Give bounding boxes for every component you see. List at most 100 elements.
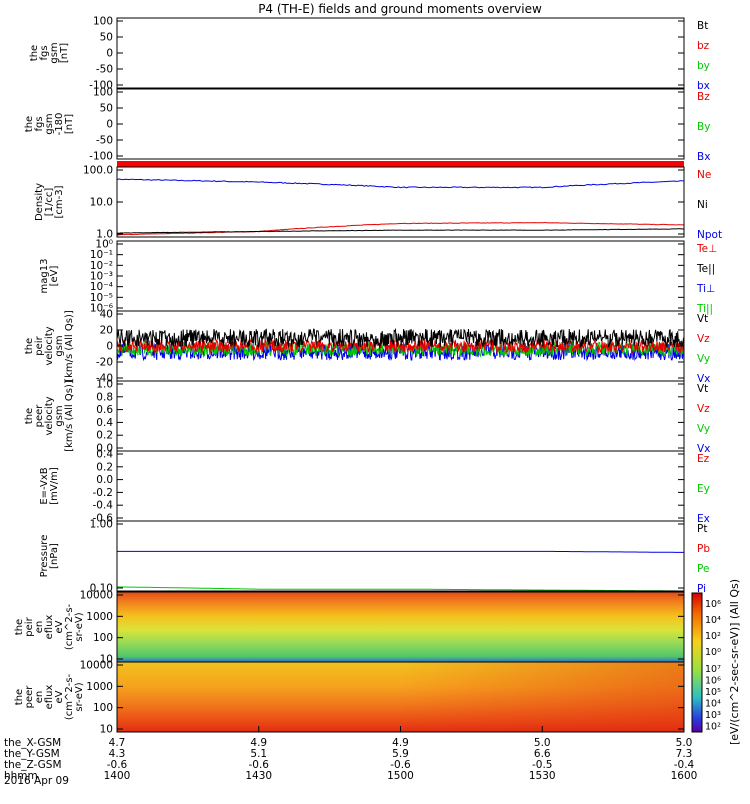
x-tick-label: 5.9 [392, 748, 409, 760]
trace-group [116, 178, 685, 592]
y-tick-label: 1.00 [90, 519, 113, 531]
y-axis-label: en [34, 621, 45, 634]
panel-frame [116, 520, 685, 592]
y-axis-label: velocity [44, 396, 55, 435]
y-axis-label: [eV] [49, 266, 60, 287]
y-tick-label: 1000 [86, 611, 113, 623]
y-tick-label: -40 [96, 373, 113, 385]
colorbar-tick: 10⁰ [705, 647, 721, 658]
velocity-trace-3 [116, 327, 685, 349]
x-row-name: the_Y-GSM [4, 748, 60, 760]
y-axis-label: gsm [49, 42, 60, 63]
y-tick-label: -50 [96, 64, 113, 76]
panel-8: 1.00 0.10 Pressure [nPa] Pt Pb Pe Pi [39, 519, 710, 596]
x-tick-label: -0.6 [107, 759, 128, 771]
y-axis-label: fgs [34, 116, 45, 131]
y-tick-label: 100 [93, 632, 113, 644]
plot-date: 2016 Apr 09 [4, 775, 69, 787]
y-axis-label: Pressure [39, 535, 50, 578]
x-row-name: the_Z-GSM [4, 759, 62, 771]
y-axis-label: eV [54, 620, 65, 633]
x-tick-label: -0.4 [674, 759, 695, 771]
y-tick-label: 50 [100, 103, 113, 115]
colorbar-tick: 10⁷ [705, 664, 721, 675]
y-tick-label: 100 [93, 16, 113, 28]
legend-entry: Ne [697, 169, 711, 181]
x-axis-block: the_X-GSM 4.7 4.9 4.9 5.0 5.0 the_Y-GSM 4.3 5.1 5… [4, 726, 697, 782]
y-axis-label: [cm-3] [54, 185, 65, 218]
y-tick-label: -0.4 [93, 500, 114, 512]
y-axis-label: [km/s (All Qs)] [64, 380, 75, 452]
y-tick-label: 0.0 [96, 443, 113, 455]
legend-entry: Pi [697, 583, 706, 595]
colorbar [691, 592, 703, 733]
legend-entry: Vz [697, 333, 710, 345]
y-tick-label: -100 [89, 80, 113, 92]
legend-entry: Pe [697, 563, 709, 575]
series-pi [117, 550, 684, 553]
y-axis-label: en [34, 691, 45, 704]
y-tick-label: 10⁻¹ [90, 249, 113, 261]
y-tick-label: 10000 [80, 660, 113, 672]
y-axis-label: peer [34, 404, 45, 428]
colorbar-tick: 10⁶ [705, 676, 721, 687]
x-row-name: hhmm [4, 770, 38, 782]
y-tick-label: 10.0 [90, 197, 113, 209]
x-tick-label: 5.0 [676, 737, 693, 749]
legend-entry: Ez [697, 453, 710, 465]
electron-spectrogram-overlay [400, 662, 684, 732]
colorbar-tick: 10³ [705, 710, 721, 721]
legend-entry: bz [697, 40, 710, 52]
colorbar-tick: 10² [705, 722, 721, 733]
red-bar [117, 161, 684, 167]
velocity-trace-2 [116, 338, 685, 355]
y-axis-label: the [14, 689, 25, 705]
panel-frame [116, 88, 685, 160]
y-tick-label: 0.6 [96, 404, 113, 416]
y-tick-label: 100 [93, 702, 113, 714]
y-tick-label: 0.4 [96, 417, 113, 429]
y-axis-label: [km/s (All Qs)] [64, 310, 75, 382]
colorbar-label: [eV/(cm^2-sec-sr-eV)] (All Qs) [728, 579, 741, 745]
plot-title: P4 (TH-E) fields and ground moments over… [258, 2, 542, 16]
legend-entry: Vy [697, 353, 710, 365]
y-tick-label: 10⁰ [95, 239, 113, 251]
y-tick-label: 0 [106, 119, 113, 131]
legend-entry: bx [697, 80, 710, 92]
y-tick-label: 20 [100, 325, 113, 337]
legend-entry: Ti|| [696, 303, 713, 315]
y-axis-label: the [24, 116, 35, 132]
y-axis-label: peir [34, 335, 45, 355]
legend-entry: Vz [697, 403, 710, 415]
panel-1: 100 50 0 -50 -100 the fgs gsm [nT] Bt bz by bx [29, 16, 710, 93]
y-axis-label: the [24, 408, 35, 424]
panel-frame [116, 450, 685, 522]
y-axis-label: mag13 [39, 259, 50, 294]
y-axis-label: sr-eV) [74, 612, 85, 641]
y-axis-label: -180 [54, 113, 65, 136]
panel-9: 10000 1000 100 10 the peir en eflux eV (cm^2-s-sr… [14, 590, 113, 666]
legend-entry: Vx [697, 443, 710, 455]
y-axis-label: eV [54, 690, 65, 703]
legend-entry: Pt [697, 523, 707, 535]
y-tick-label: -100 [89, 151, 113, 163]
legend-entry: Vt [697, 383, 708, 395]
y-tick-label: 1.0 [96, 229, 113, 241]
y-tick-label: -0.2 [93, 487, 114, 499]
x-tick-label: 4.3 [109, 748, 126, 760]
y-tick-label: -0.6 [93, 513, 114, 525]
y-tick-label: 0.2 [96, 461, 113, 473]
y-tick-label: 10⁻² [90, 260, 113, 272]
panel-frame [116, 166, 685, 238]
panel-3: 100.0 10.0 1.0 Density [1/cc] [cm-3] Ne Ni Npot [34, 165, 722, 242]
x-tick-label: -0.5 [532, 759, 553, 771]
colorbar-tick: 10⁴ [705, 699, 721, 710]
x-tick-label: 5.1 [250, 748, 267, 760]
x-tick-label: 6.6 [534, 748, 551, 760]
y-axis-label: gsm [44, 113, 55, 134]
legend-entry: Te|| [696, 263, 715, 275]
y-tick-label: 10⁻³ [90, 271, 113, 283]
panel-6: 1.00.80.60.40.20.0 the peer velocity gsm [km/… [24, 379, 710, 456]
x-tick-label: 4.7 [109, 737, 126, 749]
